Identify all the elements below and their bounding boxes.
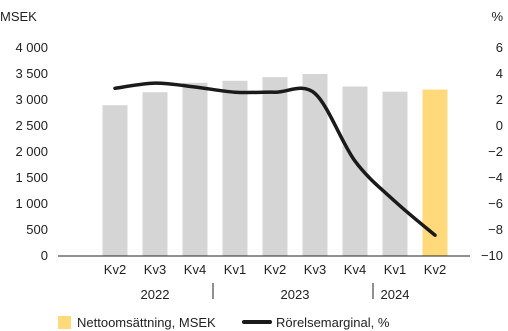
x-tick-label: Kv2 (424, 262, 446, 277)
right-tick-label: −2 (488, 144, 503, 159)
right-tick-label: 2 (496, 92, 503, 107)
x-tick-label: Kv1 (224, 262, 246, 277)
left-tick-label: 2 000 (15, 144, 48, 159)
year-separators (212, 283, 374, 299)
year-label: 2023 (281, 287, 310, 302)
legend-bar-swatch (58, 316, 71, 329)
bar (382, 91, 408, 257)
bar (102, 105, 128, 256)
left-tick-label: 0 (41, 248, 48, 263)
x-axis-labels: Kv2 Kv3 Kv4 Kv1 Kv2 Kv3 Kv4 Kv1 Kv2 (104, 262, 446, 277)
x-tick-label: Kv4 (344, 262, 366, 277)
line-series (113, 81, 437, 237)
x-tick-label: Kv4 (184, 262, 206, 277)
left-tick-label: 3 500 (15, 66, 48, 81)
right-tick-label: 4 (496, 66, 503, 81)
x-tick-label: Kv3 (304, 262, 326, 277)
legend-bar-label: Nettoomsättning, MSEK (77, 315, 216, 330)
bar (262, 77, 288, 257)
bar-series (102, 74, 448, 257)
bar (422, 89, 448, 256)
right-tick-label: 6 (496, 40, 503, 55)
left-tick-label: 1 500 (15, 170, 48, 185)
right-axis-unit: % (491, 9, 503, 24)
right-axis: −10 −8 −6 −4 −2 0 2 4 6 (481, 40, 503, 263)
legend-line-label: Rörelsemarginal, % (276, 315, 390, 330)
x-tick-label: Kv2 (104, 262, 126, 277)
x-tick-label: Kv2 (264, 262, 286, 277)
bar (182, 82, 208, 256)
left-axis-unit: MSEK (0, 9, 37, 24)
legend: Nettoomsättning, MSEK Rörelsemarginal, % (58, 315, 390, 330)
bar (142, 92, 168, 256)
left-tick-label: 3 000 (15, 92, 48, 107)
x-tick-label: Kv3 (144, 262, 166, 277)
bar (222, 80, 248, 256)
year-labels: 2022 2023 2024 (141, 287, 410, 302)
year-label: 2022 (141, 287, 170, 302)
bar (302, 74, 328, 256)
year-label: 2024 (381, 287, 410, 302)
right-tick-label: −10 (481, 248, 503, 263)
left-tick-label: 500 (26, 222, 48, 237)
left-axis: 0 500 1 000 1 500 2 000 2 500 3 000 3 500 4 000 (15, 40, 48, 263)
right-tick-label: −6 (488, 196, 503, 211)
x-tick-label: Kv1 (384, 262, 406, 277)
left-tick-label: 1 000 (15, 196, 48, 211)
right-tick-label: 0 (496, 118, 503, 133)
right-tick-label: −4 (488, 170, 503, 185)
right-tick-label: −8 (488, 222, 503, 237)
left-tick-label: 4 000 (15, 40, 48, 55)
left-tick-label: 2 500 (15, 118, 48, 133)
